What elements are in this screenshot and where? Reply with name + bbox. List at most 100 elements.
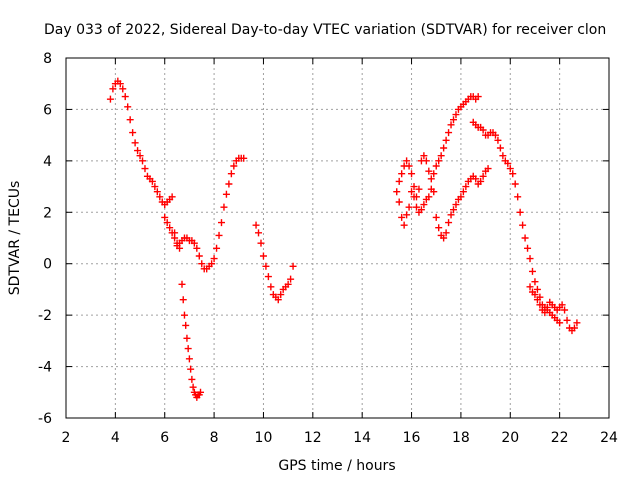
data-point xyxy=(184,345,192,353)
data-point xyxy=(494,136,502,144)
data-point xyxy=(284,280,292,288)
data-point xyxy=(180,311,188,319)
data-point xyxy=(521,234,529,242)
data-point xyxy=(408,170,416,178)
data-point xyxy=(126,116,134,124)
data-point xyxy=(430,188,438,196)
data-point xyxy=(182,321,190,329)
data-point xyxy=(189,383,197,391)
data-point xyxy=(573,319,581,327)
series-arc8 xyxy=(526,283,581,335)
data-point xyxy=(425,167,433,175)
data-point xyxy=(190,239,198,247)
data-point xyxy=(215,231,223,239)
data-point xyxy=(109,85,117,93)
data-point xyxy=(459,188,467,196)
series-arc6 xyxy=(395,152,492,242)
data-point xyxy=(403,211,411,219)
x-tick-label: 6 xyxy=(160,430,169,446)
data-point xyxy=(479,172,487,180)
data-point xyxy=(408,188,416,196)
data-point xyxy=(171,234,179,242)
data-point xyxy=(119,85,127,93)
data-point xyxy=(533,296,541,304)
data-point xyxy=(422,157,430,165)
data-point xyxy=(134,147,142,155)
data-point xyxy=(168,193,176,201)
data-point xyxy=(262,262,270,270)
data-point xyxy=(457,193,465,201)
data-point xyxy=(452,111,460,119)
data-point xyxy=(526,255,534,263)
x-tick-label: 22 xyxy=(551,430,569,446)
data-point xyxy=(541,309,549,317)
data-point xyxy=(415,185,423,193)
data-point xyxy=(106,95,114,103)
data-point xyxy=(412,193,420,201)
data-point xyxy=(267,283,275,291)
grid xyxy=(66,58,609,418)
data-point xyxy=(187,365,195,373)
y-tick-label: 2 xyxy=(43,205,52,221)
x-tick-label: 10 xyxy=(255,430,273,446)
data-point xyxy=(277,291,285,299)
data-point xyxy=(556,319,564,327)
data-point xyxy=(179,296,187,304)
data-point xyxy=(472,175,480,183)
data-point xyxy=(435,157,443,165)
data-point xyxy=(395,198,403,206)
data-point xyxy=(227,170,235,178)
data-point xyxy=(217,219,225,227)
data-point xyxy=(570,324,578,332)
data-point xyxy=(450,206,458,214)
data-point xyxy=(442,229,450,237)
data-point xyxy=(225,180,233,188)
series-arc5 xyxy=(393,93,482,229)
data-point xyxy=(156,193,164,201)
data-point xyxy=(255,229,263,237)
chart-title: Day 033 of 2022, Sidereal Day-to-day VTE… xyxy=(44,22,606,38)
y-tick-label: 4 xyxy=(43,154,52,170)
data-point xyxy=(425,193,433,201)
data-point xyxy=(257,239,265,247)
data-point xyxy=(563,316,571,324)
x-axis-label: GPS time / hours xyxy=(278,458,395,474)
x-tick-label: 20 xyxy=(501,430,519,446)
data-point xyxy=(176,244,184,252)
data-point xyxy=(116,80,124,88)
data-point xyxy=(393,188,401,196)
data-point xyxy=(173,239,181,247)
data-point xyxy=(148,177,156,185)
plot-frame xyxy=(65,57,610,419)
data-point xyxy=(447,211,455,219)
data-point xyxy=(533,285,541,293)
data-point xyxy=(561,306,569,314)
data-point xyxy=(479,126,487,134)
y-tick-label: -4 xyxy=(38,360,52,376)
data-point xyxy=(183,334,191,342)
data-point xyxy=(417,206,425,214)
data-point xyxy=(410,183,418,191)
data-point xyxy=(445,129,453,137)
data-point xyxy=(185,355,193,363)
x-tick-label: 8 xyxy=(210,430,219,446)
y-axis-label: SDTVAR / TECUs xyxy=(7,181,23,296)
data-points xyxy=(106,77,581,401)
data-point xyxy=(395,177,403,185)
data-point xyxy=(124,103,132,111)
data-point xyxy=(210,255,218,263)
data-point xyxy=(437,152,445,160)
data-point xyxy=(188,375,196,383)
data-point xyxy=(420,201,428,209)
data-point xyxy=(504,159,512,167)
data-point xyxy=(222,190,230,198)
data-point xyxy=(462,183,470,191)
data-point xyxy=(121,93,129,101)
data-point xyxy=(430,170,438,178)
data-point xyxy=(531,291,539,299)
y-tick-label: -2 xyxy=(38,308,52,324)
data-point xyxy=(526,283,534,291)
data-point xyxy=(168,229,176,237)
